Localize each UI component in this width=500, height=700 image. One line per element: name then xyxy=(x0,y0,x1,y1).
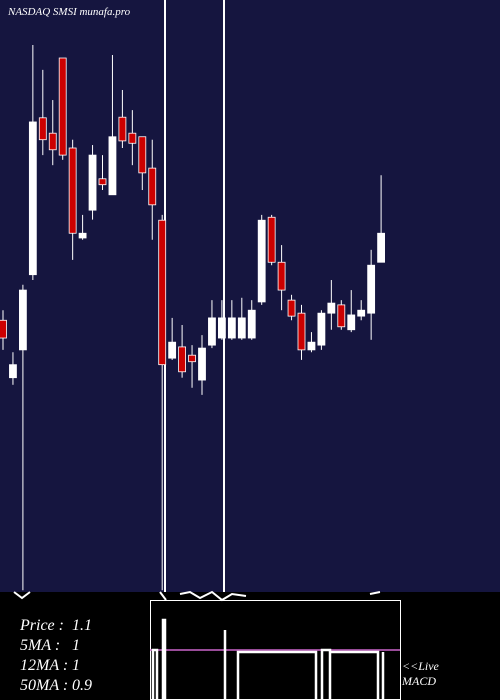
macd-label: <<Live xyxy=(402,659,440,673)
candle-body xyxy=(237,317,246,339)
candle-body xyxy=(0,319,7,339)
candle-body xyxy=(317,312,326,346)
stat-value: 1.1 xyxy=(72,617,92,634)
candle-body xyxy=(327,302,336,314)
candle-body xyxy=(188,354,196,363)
candle-body xyxy=(367,264,376,314)
candle-body xyxy=(68,147,77,234)
candle-body xyxy=(168,341,177,359)
candle-body xyxy=(78,232,87,239)
stat-value: 1 xyxy=(72,637,80,654)
stat-label: 5MA : xyxy=(20,637,60,654)
candle-body xyxy=(307,341,316,351)
candle-body xyxy=(178,346,187,373)
candle-body xyxy=(88,154,97,211)
stat-label: Price : xyxy=(19,617,64,634)
candle-body xyxy=(277,261,286,291)
macd-line xyxy=(151,618,385,700)
candle-body xyxy=(377,232,386,263)
candle-body xyxy=(98,178,107,186)
stat-value: 0.9 xyxy=(72,677,92,694)
candle-body xyxy=(347,314,356,331)
candle-body xyxy=(297,312,306,351)
stat-value: 1 xyxy=(72,657,80,674)
macd-label: MACD xyxy=(401,674,436,688)
candle-body xyxy=(217,317,226,339)
price-panel xyxy=(0,0,500,592)
trace xyxy=(13,590,381,602)
indicator-panel xyxy=(0,592,500,700)
candle-body xyxy=(38,117,47,141)
candle-body xyxy=(337,304,346,328)
candle-body xyxy=(58,57,67,156)
candle-body xyxy=(357,309,366,317)
candle-body xyxy=(48,132,57,151)
candle-body xyxy=(28,121,37,276)
candle-body xyxy=(247,309,256,339)
candle-body xyxy=(208,317,216,346)
candle-body xyxy=(257,219,266,303)
candle-body xyxy=(267,216,276,263)
candle-body xyxy=(198,347,206,381)
stat-label: 50MA : xyxy=(20,677,68,694)
candle-body xyxy=(138,136,147,174)
candle-body xyxy=(227,317,236,339)
candle-body xyxy=(148,167,157,206)
candle-body xyxy=(108,136,117,196)
stat-label: 12MA : xyxy=(20,657,68,674)
candle-body xyxy=(158,219,167,366)
candle-body xyxy=(118,116,127,142)
chart-title: NASDAQ SMSI munafa.pro xyxy=(7,6,131,18)
candle-body xyxy=(287,299,296,317)
candle-body xyxy=(128,132,137,144)
candle-body xyxy=(9,364,17,379)
candle-body xyxy=(18,289,27,351)
